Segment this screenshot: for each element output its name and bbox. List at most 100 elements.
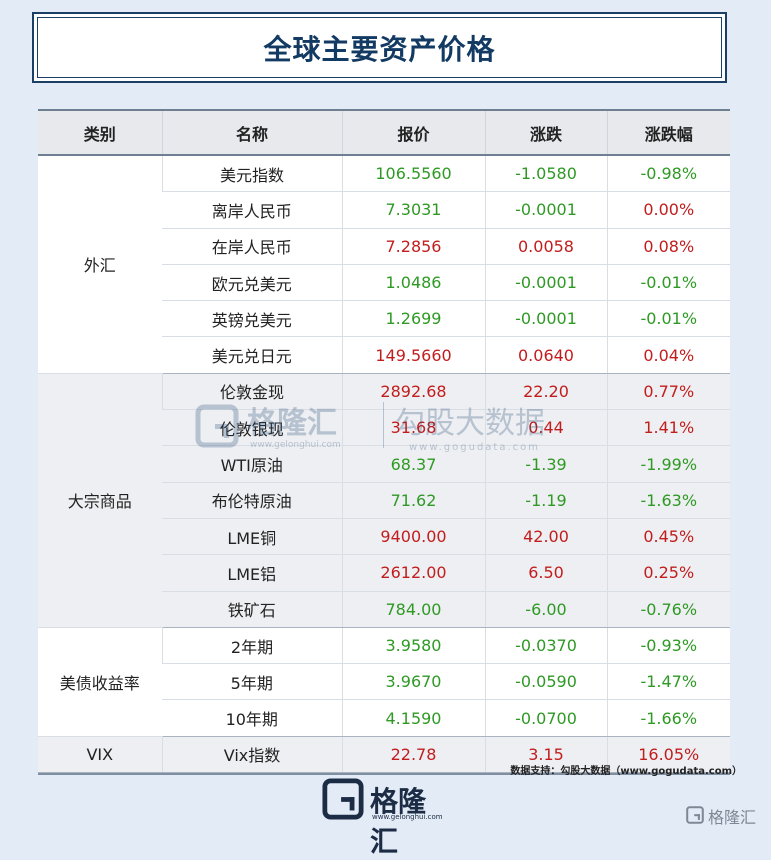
name-cell: 英镑兑美元 <box>162 300 342 338</box>
change-percent-cell: -1.63% <box>606 482 730 519</box>
change-percent-cell: -1.47% <box>606 663 730 701</box>
change-percent-cell: -0.76% <box>606 591 730 628</box>
table-row: 铁矿石 784.00 -6.00 -0.76% <box>38 591 730 628</box>
name-cell: 欧元兑美元 <box>162 264 342 302</box>
change-percent-cell: -0.98% <box>606 155 730 193</box>
name-cell: LME铝 <box>162 554 342 592</box>
table-row: 外汇 美元指数 106.5560 -1.0580 -0.98% <box>38 155 730 374</box>
change-cell: -0.0001 <box>484 300 607 338</box>
price-cell: 7.3031 <box>341 191 485 229</box>
price-cell: 1.2699 <box>341 300 485 338</box>
footer-logo: 格隆汇 www.gelonghui.com <box>322 778 452 858</box>
table-row: 欧元兑美元 1.0486 -0.0001 -0.01% <box>38 264 730 302</box>
price-cell: 784.00 <box>341 591 485 628</box>
price-cell: 31.68 <box>341 409 485 447</box>
change-percent-cell: 1.41% <box>606 409 730 447</box>
price-cell: 3.9580 <box>341 627 485 665</box>
change-cell: 42.00 <box>484 518 607 556</box>
change-percent-cell: -1.99% <box>606 445 730 483</box>
change-cell: -0.0001 <box>484 191 607 229</box>
price-cell: 22.78 <box>341 736 485 774</box>
name-cell: 在岸人民币 <box>162 228 342 265</box>
price-cell: 106.5560 <box>341 155 485 193</box>
name-cell: 5年期 <box>162 663 342 701</box>
table-row: 离岸人民币 7.3031 -0.0001 0.00% <box>38 191 730 229</box>
table-row: 布伦特原油 71.62 -1.19 -1.63% <box>38 482 730 519</box>
header-change: 涨跌 <box>484 109 607 156</box>
table-row: 10年期 4.1590 -0.0700 -1.66% <box>38 699 730 737</box>
g-logo-icon <box>686 806 704 824</box>
change-cell: -1.39 <box>484 445 607 483</box>
asset-price-table-wrapper: 类别 名称 报价 涨跌 涨跌幅 外汇 美元指数 106.5560 -1.0580 -0.… <box>38 109 730 776</box>
change-percent-cell: -0.01% <box>606 264 730 302</box>
name-cell: 2年期 <box>161 627 342 665</box>
name-cell: 离岸人民币 <box>162 191 342 229</box>
header-price: 报价 <box>341 109 485 156</box>
price-cell: 1.0486 <box>341 264 485 302</box>
price-cell: 2612.00 <box>341 554 485 592</box>
data-source-note: 数据支持：勾股大数据（www.gogudata.com） <box>510 766 742 777</box>
price-cell: 71.62 <box>341 482 485 519</box>
page-title: 全球主要资产价格 <box>263 32 496 66</box>
change-cell: 0.0058 <box>484 228 607 265</box>
category-cell: 大宗商品 <box>38 373 162 628</box>
price-cell: 3.9670 <box>341 663 485 701</box>
asset-price-table: 类别 名称 报价 涨跌 涨跌幅 外汇 美元指数 106.5560 -1.0580 -0.… <box>38 109 730 774</box>
price-cell: 68.37 <box>341 445 485 483</box>
change-cell: 0.0640 <box>484 336 607 374</box>
price-cell: 9400.00 <box>341 518 485 556</box>
category-cell: VIX <box>38 736 162 774</box>
table-row: LME铝 2612.00 6.50 0.25% <box>38 554 730 592</box>
change-cell: -1.19 <box>484 482 607 519</box>
name-cell: 伦敦银现 <box>162 409 342 447</box>
table-row: WTI原油 68.37 -1.39 -1.99% <box>38 445 730 483</box>
table-header-row: 类别 名称 报价 涨跌 涨跌幅 <box>38 109 730 156</box>
name-cell: LME铜 <box>162 518 342 556</box>
name-cell: 美元指数 <box>161 155 342 193</box>
name-cell: 10年期 <box>162 699 342 737</box>
change-cell: -1.0580 <box>484 155 607 193</box>
change-cell: -0.0590 <box>484 663 607 701</box>
name-cell: 布伦特原油 <box>162 482 342 519</box>
table-row: 伦敦银现 31.68 0.44 1.41% <box>38 409 730 447</box>
table-row: VIX Vix指数 22.78 3.15 16.05% <box>38 736 730 774</box>
table-row: 大宗商品 伦敦金现 2892.68 22.20 0.77% <box>38 373 730 628</box>
table-row: 英镑兑美元 1.2699 -0.0001 -0.01% <box>38 300 730 338</box>
change-percent-cell: 0.00% <box>606 191 730 229</box>
table-row: 美元兑日元 149.5660 0.0640 0.04% <box>38 336 730 374</box>
price-cell: 4.1590 <box>341 699 485 737</box>
name-cell: 伦敦金现 <box>161 373 342 411</box>
table-row: 美债收益率 2年期 3.9580 -0.0370 -0.93% <box>38 627 730 737</box>
change-cell: -0.0370 <box>484 627 607 665</box>
change-percent-cell: 16.05% <box>606 736 730 774</box>
category-cell: 美债收益率 <box>38 627 162 737</box>
title-banner: 全球主要资产价格 <box>32 12 727 83</box>
change-percent-cell: 0.04% <box>606 336 730 374</box>
title-inner-frame: 全球主要资产价格 <box>37 17 722 78</box>
header-name: 名称 <box>161 109 342 156</box>
header-change-percent: 涨跌幅 <box>606 109 730 156</box>
name-cell: 铁矿石 <box>162 591 342 628</box>
change-cell: 22.20 <box>484 373 607 411</box>
g-logo-icon <box>322 778 364 820</box>
name-cell: 美元兑日元 <box>162 336 342 374</box>
table-row: 在岸人民币 7.2856 0.0058 0.08% <box>38 228 730 265</box>
change-cell: 3.15 <box>484 736 607 774</box>
change-percent-cell: -1.66% <box>606 699 730 737</box>
change-percent-cell: 0.25% <box>606 554 730 592</box>
change-percent-cell: -0.93% <box>606 627 730 665</box>
change-percent-cell: 0.45% <box>606 518 730 556</box>
category-cell: 外汇 <box>38 155 162 374</box>
change-percent-cell: 0.77% <box>606 373 730 411</box>
price-cell: 149.5660 <box>341 336 485 374</box>
change-percent-cell: -0.01% <box>606 300 730 338</box>
change-cell: -0.0001 <box>484 264 607 302</box>
price-cell: 7.2856 <box>341 228 485 265</box>
corner-logo-name: 格隆汇 <box>708 808 757 827</box>
price-cell: 2892.68 <box>341 373 485 411</box>
corner-logo: 格隆汇 <box>686 804 766 828</box>
footer-logo-url: www.gelonghui.com <box>372 813 443 821</box>
change-cell: 0.44 <box>484 409 607 447</box>
change-cell: -0.0700 <box>484 699 607 737</box>
name-cell: Vix指数 <box>161 736 342 774</box>
